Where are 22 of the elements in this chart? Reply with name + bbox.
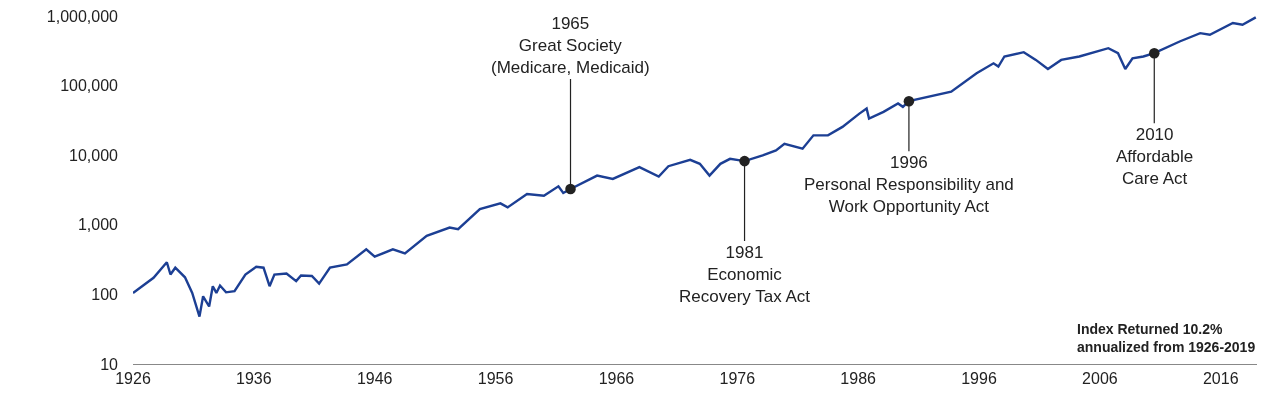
x-tick-label: 1926	[115, 370, 151, 388]
y-tick-label: 100,000	[60, 77, 119, 95]
y-tick-label: 10,000	[69, 146, 119, 164]
annotation: 1996 Personal Responsibility and Work Opportunity Act	[804, 153, 1014, 217]
line-series	[133, 16, 1257, 318]
x-tick-label: 1946	[356, 370, 393, 388]
annotation: Index Returned 10.2% annualized from 1926-2019	[1077, 321, 1256, 356]
x-tick-label: 2006	[1082, 370, 1118, 388]
x-tick-label: 1966	[598, 370, 635, 388]
x-tick-label: 1986	[840, 370, 877, 388]
x-tick-label: 1956	[477, 370, 514, 388]
y-tick-label: 10	[100, 355, 119, 373]
y-tick-label: 100	[91, 286, 119, 303]
x-tick-label: 2016	[1202, 370, 1239, 388]
x-tick-label: 1996	[961, 370, 997, 388]
annotation: 1965 Great Society (Medicare, Medicaid)	[491, 14, 650, 78]
annotation: 2010 Affordable Care Act	[1116, 125, 1194, 189]
x-tick-label: 1936	[236, 370, 272, 388]
annotation: 1981 Economic Recovery Tax Act	[679, 243, 811, 307]
y-tick-label: 1,000,000	[46, 7, 119, 25]
y-tick-label: 1,000	[77, 216, 119, 234]
x-tick-label: 1976	[719, 370, 756, 388]
